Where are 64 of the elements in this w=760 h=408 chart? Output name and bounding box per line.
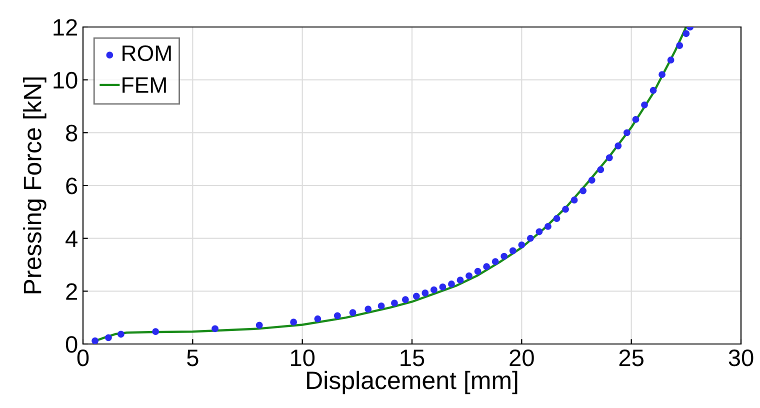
point [430,286,438,294]
point [641,101,648,108]
x-tick-label: 10 [291,349,315,366]
point [536,228,543,236]
point [580,187,587,194]
point [474,268,482,275]
point [364,306,372,313]
x-tick-label: 30 [728,349,754,366]
point [570,196,578,204]
point [509,247,516,254]
y-tick-label: 2 [66,283,77,300]
point [632,116,640,123]
point [466,272,472,280]
y-tick-label: 6 [66,178,78,194]
legend-label: FEM [122,77,166,93]
y-tick-label: 10 [54,72,78,89]
point [439,283,446,290]
x-tick-label: 5 [187,350,198,366]
point [92,337,99,344]
x-tick-label: 20 [510,349,534,366]
y-tick-label: 0 [66,336,78,353]
x-tick-label: 25 [619,349,644,366]
point [349,309,356,316]
point [676,42,684,49]
point [334,312,341,320]
point [390,300,398,307]
x-axis-title: Displacement [mm] [307,370,518,394]
y-tick-label: 8 [66,124,78,142]
point [526,234,534,242]
point [152,328,160,336]
y-axis-title: Pressing Force [kN] [23,78,46,294]
point [448,280,455,288]
point [104,334,112,342]
point [256,322,263,329]
point [606,154,613,162]
point [212,325,219,332]
point [588,176,596,184]
point [553,215,560,222]
legend-label: ROM [122,45,171,62]
point [623,129,630,136]
point [667,56,674,64]
point [314,315,322,322]
point [422,290,429,296]
point [597,166,604,174]
point [518,241,526,248]
point [658,71,666,78]
point [456,276,464,284]
y-tick-label: 4 [66,230,78,247]
y-tick-label: 12 [54,19,77,36]
point [562,206,570,213]
point [412,292,420,300]
point [378,302,385,310]
x-tick-label: 0 [77,349,89,366]
point [650,86,657,94]
point [500,252,508,260]
point [492,258,499,266]
point [614,142,622,150]
x-tick-label: 15 [400,350,424,366]
point [682,30,690,38]
point [483,263,490,270]
point [544,222,552,230]
point [402,296,409,304]
point [290,318,298,326]
point [117,330,124,338]
